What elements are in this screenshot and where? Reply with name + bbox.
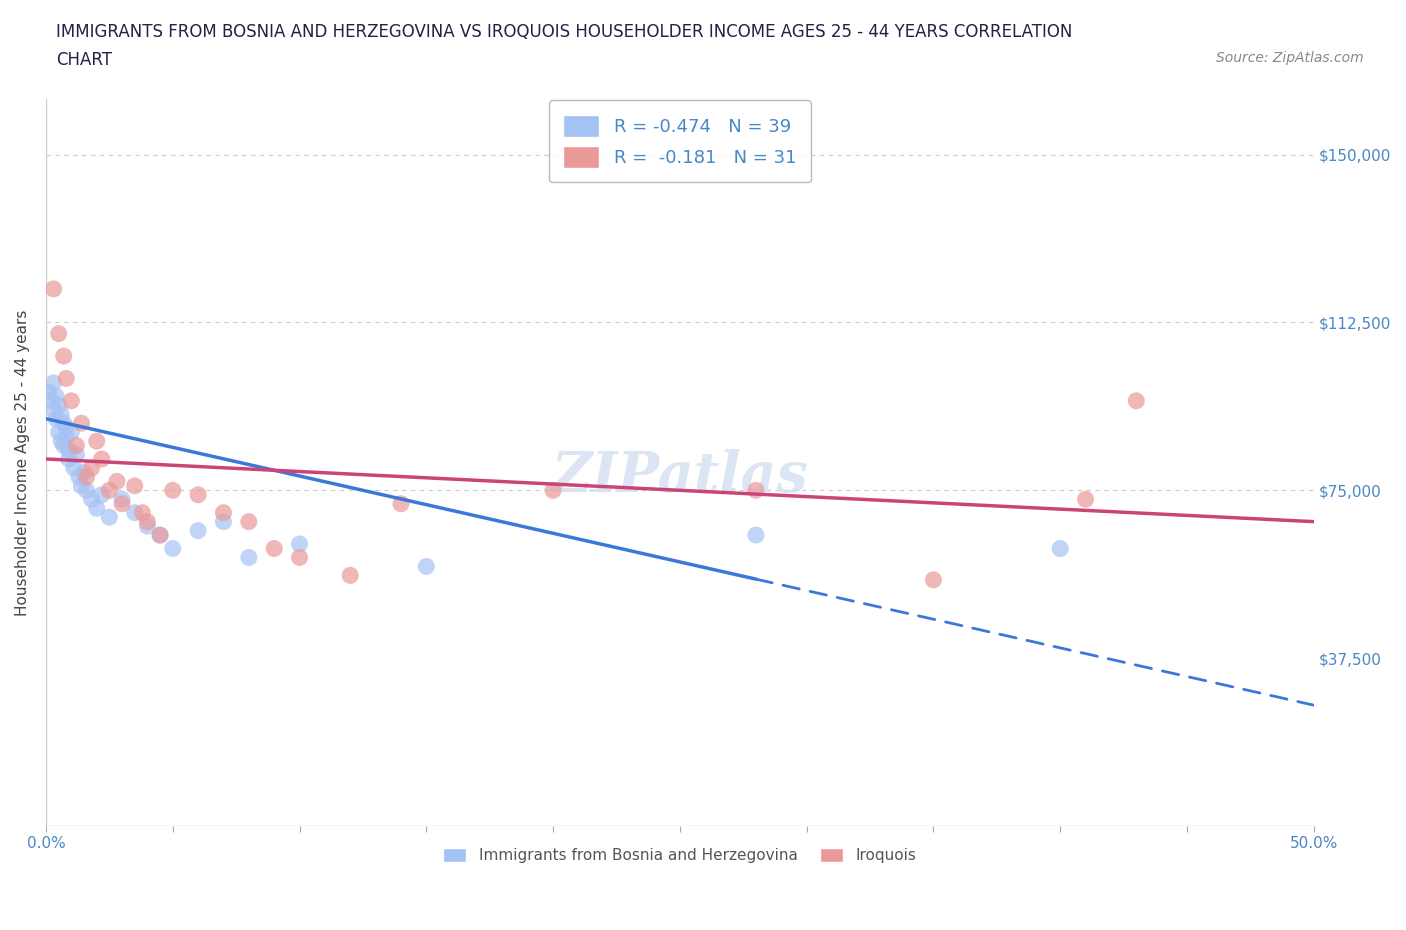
Point <box>136 514 159 529</box>
Point <box>73 465 96 480</box>
Point <box>90 487 112 502</box>
Point <box>111 497 134 512</box>
Point <box>55 371 77 386</box>
Point <box>52 349 75 364</box>
Point <box>1125 393 1147 408</box>
Point <box>67 470 90 485</box>
Point <box>55 420 77 435</box>
Point <box>111 492 134 507</box>
Point <box>58 452 80 467</box>
Point <box>98 510 121 525</box>
Point <box>80 460 103 475</box>
Point <box>45 389 67 404</box>
Point <box>70 416 93 431</box>
Point <box>541 483 564 498</box>
Point <box>136 519 159 534</box>
Text: Source: ZipAtlas.com: Source: ZipAtlas.com <box>1216 51 1364 65</box>
Point <box>86 433 108 448</box>
Point <box>745 527 768 542</box>
Point <box>90 452 112 467</box>
Text: CHART: CHART <box>56 51 112 69</box>
Point <box>98 483 121 498</box>
Point <box>86 500 108 515</box>
Point <box>339 568 361 583</box>
Point <box>70 478 93 493</box>
Point <box>39 393 62 408</box>
Point <box>105 474 128 489</box>
Text: IMMIGRANTS FROM BOSNIA AND HERZEGOVINA VS IROQUOIS HOUSEHOLDER INCOME AGES 25 - : IMMIGRANTS FROM BOSNIA AND HERZEGOVINA V… <box>56 23 1073 41</box>
Point <box>131 505 153 520</box>
Point <box>55 429 77 444</box>
Point <box>45 411 67 426</box>
Point <box>51 406 73 421</box>
Point <box>63 460 86 475</box>
Point <box>76 470 98 485</box>
Point <box>48 425 70 440</box>
Point <box>52 438 75 453</box>
Point <box>60 425 83 440</box>
Point <box>187 487 209 502</box>
Point <box>238 514 260 529</box>
Point <box>149 527 172 542</box>
Point <box>42 376 65 391</box>
Point <box>124 478 146 493</box>
Point <box>212 514 235 529</box>
Point <box>60 393 83 408</box>
Point <box>51 433 73 448</box>
Point <box>389 497 412 512</box>
Point <box>288 537 311 551</box>
Point <box>42 403 65 418</box>
Point <box>415 559 437 574</box>
Point <box>52 416 75 431</box>
Point <box>149 527 172 542</box>
Point <box>42 282 65 297</box>
Y-axis label: Householder Income Ages 25 - 44 years: Householder Income Ages 25 - 44 years <box>15 309 30 616</box>
Point <box>76 483 98 498</box>
Point <box>288 550 311 565</box>
Point <box>48 398 70 413</box>
Text: ZIPatlas: ZIPatlas <box>551 449 808 504</box>
Point <box>1049 541 1071 556</box>
Point <box>212 505 235 520</box>
Point <box>922 572 945 587</box>
Point <box>80 492 103 507</box>
Point <box>38 384 60 399</box>
Point <box>48 326 70 341</box>
Point <box>124 505 146 520</box>
Point <box>1074 492 1097 507</box>
Point <box>65 438 87 453</box>
Point <box>58 443 80 458</box>
Point <box>65 447 87 462</box>
Point <box>745 483 768 498</box>
Point <box>162 483 184 498</box>
Point <box>263 541 285 556</box>
Point <box>187 524 209 538</box>
Legend: Immigrants from Bosnia and Herzegovina, Iroquois: Immigrants from Bosnia and Herzegovina, … <box>437 842 922 870</box>
Point <box>238 550 260 565</box>
Point <box>162 541 184 556</box>
